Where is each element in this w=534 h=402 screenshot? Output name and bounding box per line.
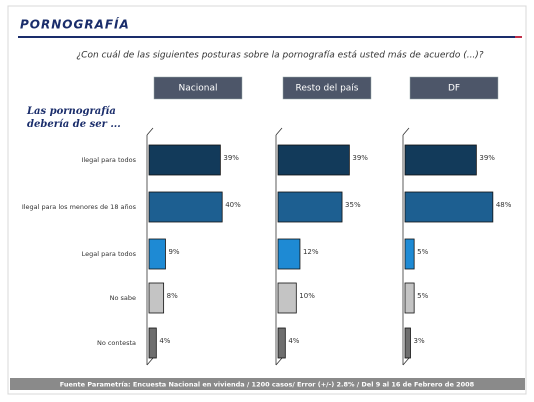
bar	[148, 191, 223, 223]
panel-header	[153, 76, 243, 100]
value-label: 48%	[496, 201, 512, 209]
bar	[404, 238, 415, 270]
panel-axis-depth	[402, 127, 410, 136]
value-label: 40%	[225, 201, 241, 209]
value-label: 35%	[345, 201, 361, 209]
bar	[148, 238, 166, 270]
panel-axis-depth	[275, 357, 283, 366]
panel-axis-depth	[146, 357, 154, 366]
category-label: No contesta	[97, 339, 136, 347]
bar	[277, 191, 343, 223]
panel-axis-depth	[275, 127, 283, 136]
panel-header	[409, 76, 499, 100]
bar	[277, 238, 301, 270]
bar	[148, 327, 157, 359]
category-label: Ilegal para todos	[81, 156, 136, 164]
bar	[148, 144, 221, 176]
bar	[277, 327, 286, 359]
value-label: 5%	[417, 292, 428, 300]
value-label: 3%	[413, 337, 424, 345]
source: Fuente Parametría: Encuesta Nacional en …	[60, 381, 475, 389]
bar	[404, 191, 494, 223]
value-label: 39%	[352, 154, 368, 162]
bar	[404, 282, 415, 314]
value-label: 4%	[159, 337, 170, 345]
chart-title: PORNOGRAFÍA	[20, 17, 130, 32]
question: ¿Con cuál de las siguientes posturas sob…	[76, 51, 483, 61]
panel-header-label: DF	[448, 84, 460, 94]
value-label: 10%	[299, 292, 315, 300]
value-label: 4%	[288, 337, 299, 345]
footer-band	[10, 378, 525, 390]
bar	[277, 282, 297, 314]
bar	[277, 144, 350, 176]
panel-header	[282, 76, 372, 100]
bar	[404, 327, 411, 359]
frame	[7, 5, 527, 395]
category-label: Legal para todos	[82, 250, 137, 258]
panel-header-label: Nacional	[179, 84, 218, 94]
value-label: 5%	[417, 248, 428, 256]
value-label: 39%	[479, 154, 495, 162]
panel-axis-depth	[402, 357, 410, 366]
value-label: 39%	[223, 154, 239, 162]
value-label: 8%	[167, 292, 178, 300]
category-label: Ilegal para los menores de 18 años	[22, 203, 137, 211]
panel-axis-depth	[146, 127, 154, 136]
bar	[404, 144, 477, 176]
subtitle: Las pornografía debería de ser ...	[27, 106, 121, 130]
value-label: 12%	[303, 248, 319, 256]
category-label: No sabe	[110, 294, 136, 302]
bar	[148, 282, 165, 314]
value-label: 9%	[168, 248, 179, 256]
panel-header-label: Resto del país	[296, 84, 359, 94]
